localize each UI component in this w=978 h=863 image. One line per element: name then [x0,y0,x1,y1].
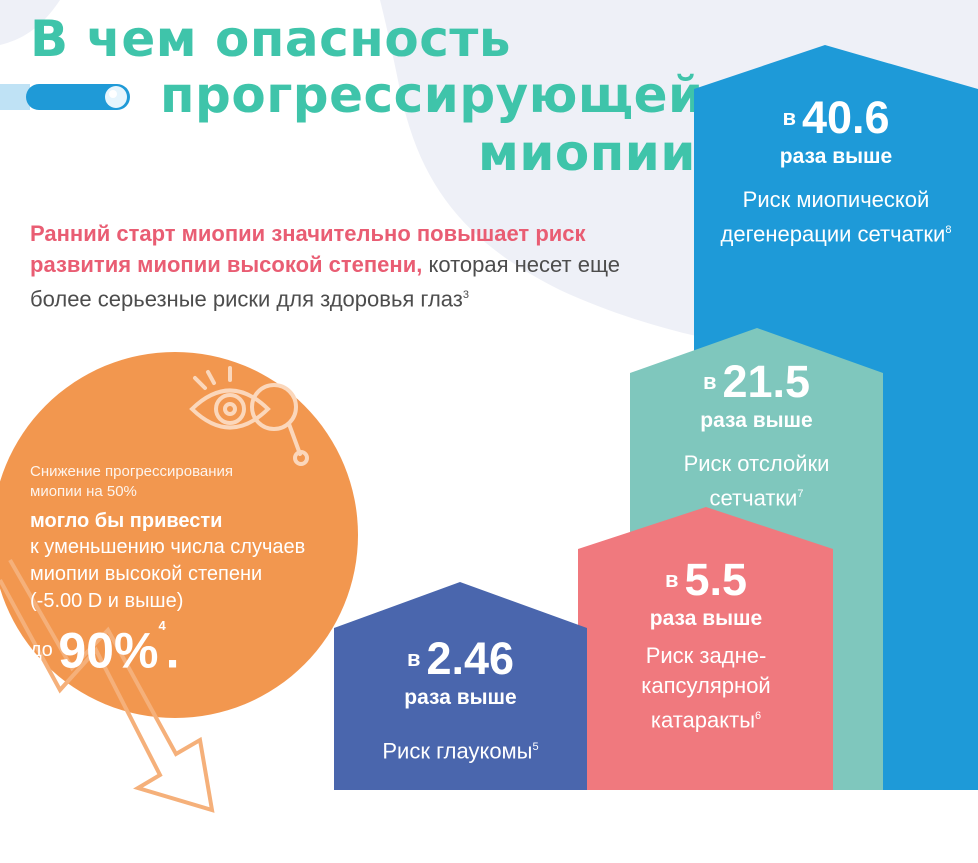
bar-prefix: в [782,105,796,130]
circle-line-3: к уменьшению числа случаев миопии высоко… [30,536,306,612]
bar-desc: Риск задне-капсулярной катаракты6 [641,643,771,733]
bar-times: раза выше [779,145,893,168]
circle-line-1: Снижение прогрессирования миопии на 50% [30,463,233,500]
intro-ref: 3 [462,289,470,301]
bar-desc: Риск глаукомы5 [382,738,539,764]
bar-text-glaucoma: в 2.46 раза выше Риск глаукомы5 [334,633,587,766]
down-arrow-icon [0,559,215,813]
bar-value: 21.5 [722,356,811,407]
title-line-1: В чем опасность [30,10,511,68]
bar-value: 2.46 [426,633,515,684]
bar-text-detachment: в 21.5 раза выше Риск отслойки сетчатки7 [630,356,883,513]
eye-magnifier-icon [189,366,309,466]
capsule-decoration [0,84,130,110]
bar-text-cataract: в 5.5 раза выше Риск задне-капсулярной ка… [600,554,812,735]
orange-circle-graphic [0,352,358,813]
bar-prefix: в [406,646,421,671]
circle-line-4: до 90%4. [30,619,330,676]
circle-text: Снижение прогрессирования миопии на 50% … [30,462,330,676]
bar-prefix: в [702,369,717,394]
circle-line-2: могло бы привести [30,510,223,532]
bar-cataract [578,507,833,790]
bar-text-degeneration: в 40.6 раза выше Риск миопической дегенер… [700,92,972,249]
circle-ref: 4 [158,618,166,633]
title-line-3: миопии [478,124,696,182]
bar-prefix: в [664,567,679,592]
bar-times: раза выше [404,686,517,709]
intro-paragraph: Ранний старт миопии значительно повышает… [30,218,670,314]
bar-value: 5.5 [684,554,748,605]
circle-value: 90% [58,622,159,679]
circle-dot: . [165,622,180,679]
intro-bold: Ранний старт миопии значительно повышает… [30,221,586,277]
title-line-2: прогрессирующей [160,66,704,124]
intro-regular: которая несет еще более серьезные риски … [30,252,621,312]
bar-value: 40.6 [801,92,890,143]
bar-times: раза выше [700,409,813,432]
bar-glaucoma [334,582,587,790]
circle-prefix: до [30,639,53,661]
bar-desc: Риск миопической дегенерации сетчатки8 [720,187,952,247]
bar-times: раза выше [649,607,763,630]
bar-desc: Риск отслойки сетчатки7 [683,451,830,511]
